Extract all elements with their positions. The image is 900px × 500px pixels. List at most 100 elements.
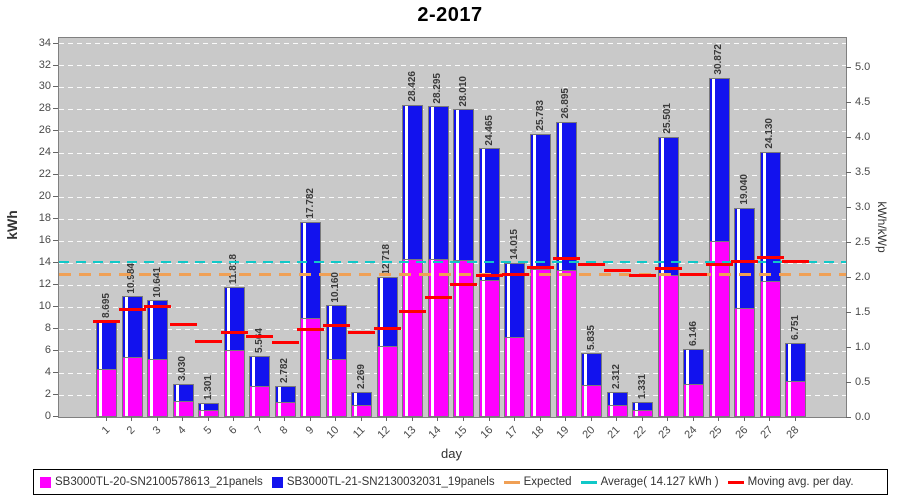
legend-item-2: SB3000TL-21-SN2130032031_19panels — [271, 476, 495, 488]
bar-day-10-seg-inverter2 — [325, 305, 347, 360]
bar-value-label: 3.030 — [177, 355, 189, 381]
left-axis-tick — [53, 372, 58, 374]
left-axis-tick — [53, 306, 58, 308]
bar-day-23-seg-inverter2 — [657, 136, 679, 277]
gridline — [59, 153, 846, 155]
bar-value-label: 25.783 — [534, 100, 546, 131]
bar-day-6-seg-inverter2 — [223, 287, 245, 351]
right-axis-tick — [846, 172, 851, 173]
left-axis-tick-label: 6 — [44, 344, 51, 357]
bar-day-9-seg-inverter2 — [300, 221, 322, 320]
bar-value-label: 5.835 — [585, 324, 597, 350]
x-axis-tick — [131, 417, 132, 421]
right-axis-tick-label: 4.0 — [855, 131, 871, 143]
bar-day-25-seg-inverter2 — [708, 77, 730, 243]
left-axis-tick — [53, 86, 58, 88]
x-axis-tick — [488, 417, 490, 421]
bar-value-label: 25.501 — [662, 103, 674, 134]
legend-item-5: Moving avg. per day. — [727, 476, 854, 488]
moving-avg-segment-day-23 — [654, 267, 682, 271]
moving-avg-segment-day-19 — [552, 257, 580, 261]
bar-day-28-seg-inverter1 — [785, 380, 807, 417]
bar-day-3-seg-inverter2 — [147, 300, 169, 360]
x-axis-tick — [641, 417, 643, 421]
x-axis-tick — [309, 417, 311, 421]
moving-avg-segment-day-5 — [195, 339, 223, 343]
right-axis-tick-label: 3.0 — [855, 201, 871, 213]
left-axis-tick-label: 26 — [38, 124, 51, 137]
left-axis-tick-label: 28 — [38, 102, 51, 115]
bar-day-11-seg-inverter2 — [351, 392, 373, 406]
moving-avg-segment-day-12 — [373, 326, 401, 330]
expected-line — [59, 272, 846, 276]
gridline — [59, 65, 846, 67]
moving-avg-segment-day-13 — [399, 310, 427, 313]
moving-avg-segment-day-9 — [297, 327, 325, 331]
left-axis-tick — [53, 42, 58, 44]
bar-value-label: 24.465 — [483, 114, 495, 146]
bar-value-label: 10.984 — [126, 262, 137, 294]
left-axis-tick-label: 18 — [38, 212, 51, 225]
x-axis-tick — [284, 417, 286, 421]
gridline — [59, 87, 846, 89]
gridline — [59, 219, 846, 221]
bar-day-13-seg-inverter2 — [402, 104, 424, 260]
left-axis-tick — [53, 394, 58, 395]
bar-value-label: 6.751 — [789, 314, 801, 340]
bar-value-label: 30.872 — [713, 44, 725, 75]
bar-day-11-seg-inverter1 — [351, 404, 373, 417]
bar-day-21-seg-inverter1 — [606, 404, 628, 417]
left-axis-tick — [53, 262, 58, 264]
x-axis-tick — [411, 417, 413, 421]
bar-day-5-seg-inverter2 — [198, 402, 220, 412]
moving-avg-segment-day-8 — [271, 340, 299, 344]
moving-avg-segment-day-21 — [603, 269, 631, 273]
bar-day-24-seg-inverter2 — [683, 349, 705, 385]
left-axis-tick-label: 32 — [38, 58, 51, 71]
right-axis-tick-label: 3.5 — [855, 166, 871, 178]
bar-day-6-seg-inverter1 — [223, 350, 245, 417]
bar-value-label: 26.895 — [560, 87, 571, 119]
bar-day-7-seg-inverter1 — [249, 386, 271, 417]
legend-item-label: SB3000TL-20-SN2100578613_21panels — [55, 476, 263, 488]
x-axis-tick — [360, 417, 362, 421]
bar-value-label: 14.015 — [509, 229, 520, 260]
bar-day-4-seg-inverter1 — [172, 400, 194, 417]
moving-avg-segment-day-18 — [527, 266, 554, 270]
bar-day-1-seg-inverter2 — [96, 321, 117, 370]
legend-item-label: Expected — [523, 476, 572, 488]
x-axis-tick — [743, 417, 745, 421]
legend-swatch-square — [271, 476, 283, 488]
x-axis-tick — [769, 417, 771, 421]
bar-day-28-seg-inverter2 — [785, 342, 807, 382]
bar-day-13-seg-inverter1 — [402, 258, 424, 417]
right-axis-tick — [846, 137, 851, 138]
legend-item-3: Expected — [503, 476, 572, 488]
bar-value-label: 2.782 — [279, 358, 291, 384]
left-axis-tick — [53, 174, 58, 176]
bar-day-18-seg-inverter1 — [530, 268, 551, 417]
x-axis-tick — [386, 417, 388, 421]
legend-swatch-square — [40, 476, 51, 488]
gridline — [59, 197, 846, 199]
right-axis-tick — [846, 347, 851, 348]
bar-day-19-seg-inverter1 — [555, 269, 577, 417]
bar-day-16-seg-inverter1 — [478, 279, 500, 417]
moving-avg-segment-day-1 — [93, 319, 120, 323]
right-axis-tick-label: 0.0 — [855, 411, 871, 423]
legend-item-4: Average( 14.127 kWh ) — [580, 476, 719, 488]
left-axis-tick — [53, 64, 58, 66]
left-axis-tick-label: 34 — [38, 36, 51, 49]
bar-value-label: 1.331 — [636, 374, 648, 400]
left-axis-tick — [53, 196, 58, 198]
right-axis-tick — [846, 242, 851, 243]
bar-value-label: 12.718 — [381, 243, 393, 275]
bar-day-24-seg-inverter1 — [683, 384, 705, 417]
left-axis-tick-label: 14 — [38, 256, 51, 269]
bar-day-14-seg-inverter2 — [427, 106, 449, 260]
right-axis-tick — [846, 277, 851, 278]
moving-avg-segment-day-24 — [680, 272, 708, 276]
bar-value-label: 28.010 — [457, 75, 469, 107]
right-axis-tick — [846, 207, 851, 208]
bar-day-2-seg-inverter2 — [121, 296, 143, 358]
